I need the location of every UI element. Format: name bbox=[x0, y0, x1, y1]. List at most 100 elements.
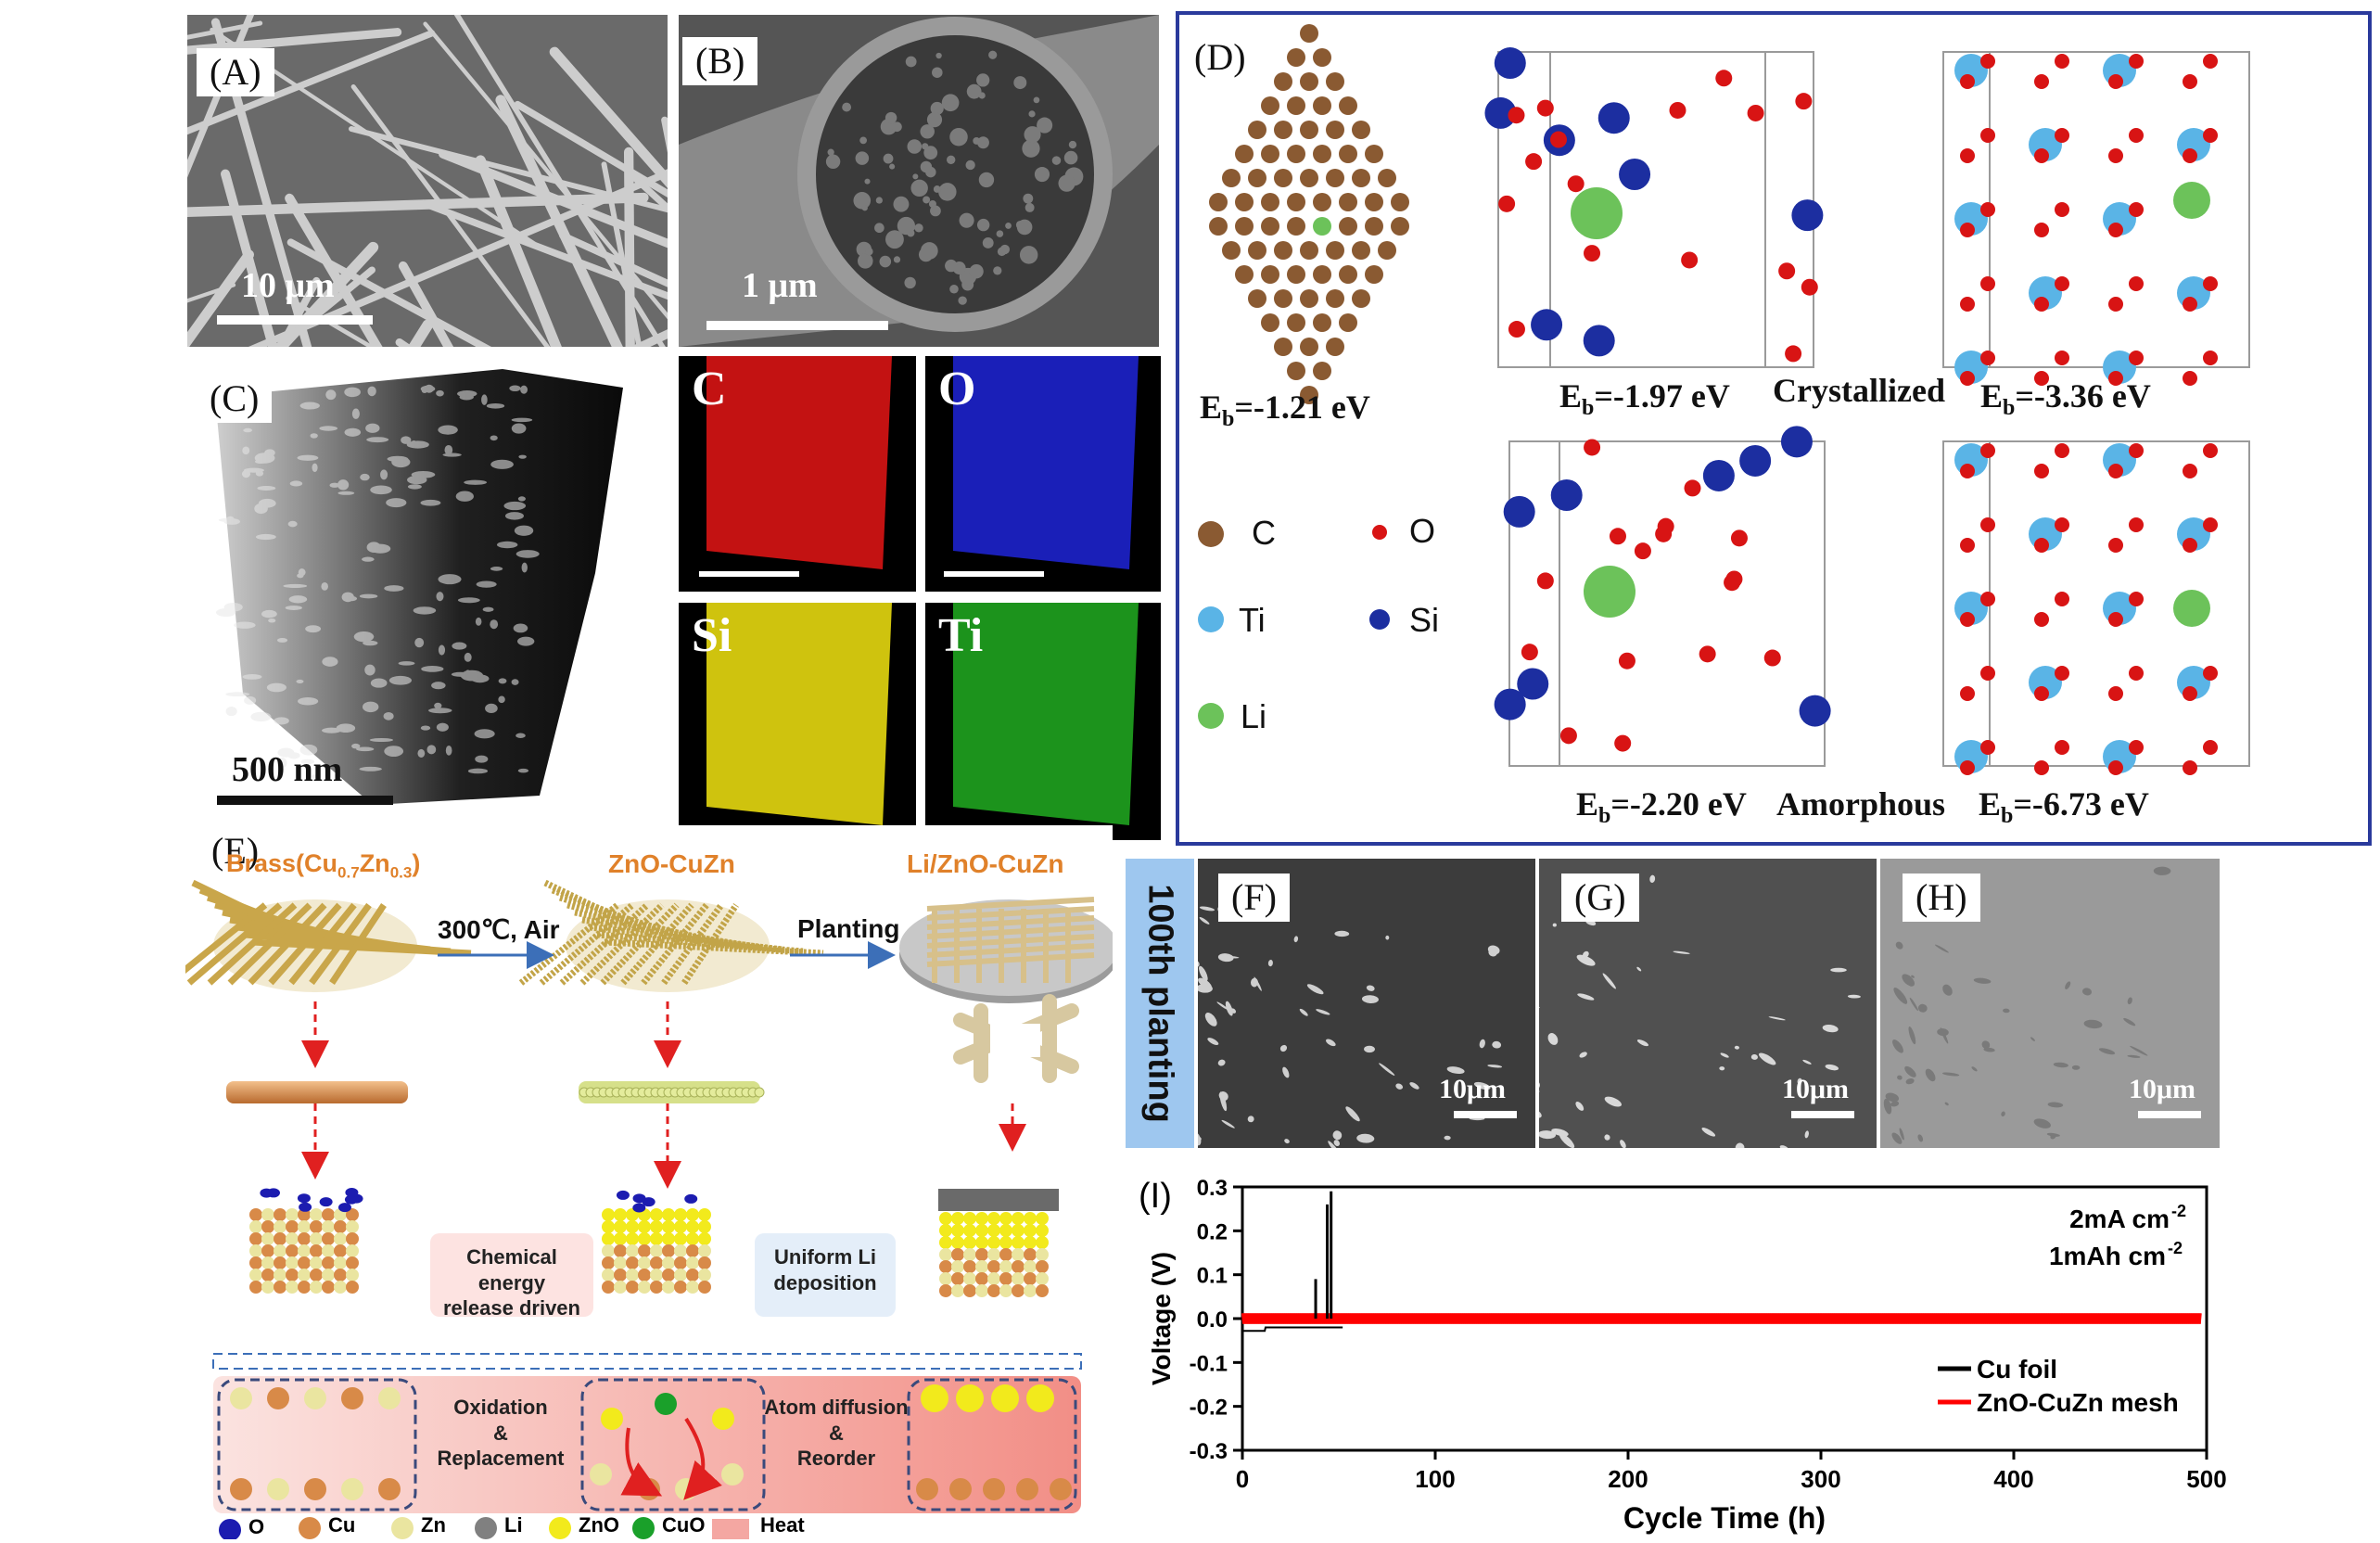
atom bbox=[1248, 169, 1266, 187]
atom bbox=[2055, 202, 2069, 217]
tem-grain bbox=[452, 642, 467, 650]
tem-grain bbox=[380, 469, 388, 480]
atom bbox=[1300, 289, 1318, 308]
lattice-atom bbox=[987, 1260, 1000, 1273]
lattice-atom bbox=[1012, 1260, 1025, 1273]
pore-wall bbox=[959, 212, 974, 228]
surface-feature bbox=[1797, 1078, 1802, 1085]
fiber bbox=[221, 169, 278, 347]
lattice-atom bbox=[346, 1281, 359, 1294]
tem-grain bbox=[457, 390, 477, 398]
lattice-atom bbox=[346, 1208, 359, 1221]
legend-heat: Heat bbox=[760, 1513, 805, 1537]
tem-grain bbox=[255, 470, 264, 477]
band-atom bbox=[921, 1384, 948, 1412]
surface-feature bbox=[1547, 1033, 1559, 1045]
pore-wall bbox=[885, 230, 904, 249]
atom bbox=[2129, 592, 2144, 606]
voltage-chart: 0 100 200 300 400 500 0.3 0.2 0.1 0.0 -0.1 -0.2 -0.3… bbox=[1139, 1176, 2227, 1535]
oxygen bbox=[632, 1193, 646, 1204]
fiber bbox=[514, 100, 668, 198]
lattice-atom bbox=[334, 1281, 347, 1294]
surface-feature bbox=[1282, 1066, 1290, 1078]
atom bbox=[2108, 371, 2123, 386]
mesh-wire bbox=[539, 902, 635, 986]
lattice-atom bbox=[261, 1232, 274, 1245]
pore-wall bbox=[1022, 139, 1040, 158]
pore-wall bbox=[945, 259, 958, 273]
atom bbox=[1313, 145, 1331, 163]
atom bbox=[2034, 538, 2049, 553]
lattice-atom bbox=[310, 1269, 323, 1282]
panel-label: (H) bbox=[1903, 874, 1980, 922]
band-atom bbox=[590, 1463, 612, 1486]
lattice-atom bbox=[698, 1220, 711, 1233]
y-tick-label: 0.3 bbox=[1197, 1176, 1228, 1201]
atom bbox=[1352, 169, 1370, 187]
diffusion-label: Atom diffusion & Reorder bbox=[764, 1396, 909, 1470]
atom bbox=[1559, 727, 1577, 745]
atom bbox=[1715, 70, 1733, 87]
atom bbox=[2203, 740, 2218, 755]
atom bbox=[1795, 93, 1813, 110]
surface-feature bbox=[1575, 1102, 1585, 1111]
atom bbox=[1365, 145, 1383, 163]
atom bbox=[1235, 193, 1254, 211]
tem-grain bbox=[289, 480, 303, 487]
tem-grain bbox=[254, 453, 275, 464]
tem-grain bbox=[486, 402, 505, 409]
tem-grain bbox=[401, 436, 412, 444]
surface-feature bbox=[1395, 1083, 1404, 1090]
schematic bbox=[185, 879, 1113, 1539]
surface-feature bbox=[2153, 866, 2171, 875]
atom bbox=[2055, 128, 2069, 143]
lattice-atom bbox=[298, 1281, 311, 1294]
atom bbox=[1801, 278, 1818, 296]
tem-grain bbox=[460, 669, 484, 682]
surface-feature bbox=[1735, 1142, 1745, 1148]
surface-feature bbox=[1908, 1026, 1916, 1045]
atom bbox=[1699, 645, 1716, 663]
panel-label: (B) bbox=[682, 37, 758, 85]
lattice-atom bbox=[975, 1260, 988, 1273]
legend-o: O bbox=[248, 1515, 265, 1538]
mesh-wire bbox=[641, 902, 709, 986]
band-atom bbox=[267, 1387, 289, 1409]
tem-grain bbox=[370, 485, 392, 495]
lattice-atom bbox=[298, 1220, 311, 1233]
tem-grain bbox=[428, 708, 452, 714]
atom bbox=[1980, 128, 1995, 143]
atom bbox=[2108, 223, 2123, 237]
mesh-wire bbox=[186, 902, 283, 986]
pore-wall bbox=[958, 296, 967, 305]
atom bbox=[1300, 169, 1318, 187]
surface-feature bbox=[2083, 1019, 2103, 1029]
atom bbox=[2183, 74, 2197, 89]
surface-feature bbox=[1217, 953, 1234, 963]
lattice-atom bbox=[334, 1232, 347, 1245]
atom bbox=[1508, 107, 1525, 124]
band-atom bbox=[712, 1408, 734, 1430]
tem-grain bbox=[226, 516, 235, 524]
atom bbox=[2055, 351, 2069, 365]
y-tick-label: 0.0 bbox=[1197, 1307, 1228, 1333]
scale-bar bbox=[706, 321, 888, 330]
atom bbox=[2108, 148, 2123, 163]
eds-map-ti: Ti bbox=[925, 603, 1161, 840]
surface-feature bbox=[1409, 1082, 1419, 1090]
atom bbox=[1391, 193, 1409, 211]
atom bbox=[1287, 193, 1305, 211]
atom bbox=[1365, 217, 1383, 236]
pore-wall bbox=[999, 244, 1011, 255]
lattice-atom bbox=[614, 1256, 627, 1269]
mesh-wire bbox=[207, 902, 298, 986]
pore-wall bbox=[978, 172, 995, 188]
lattice-atom bbox=[286, 1256, 299, 1269]
tem-grain bbox=[351, 743, 361, 749]
tem-grain bbox=[438, 574, 462, 585]
panel-label: (G) bbox=[1561, 874, 1639, 922]
fiber bbox=[475, 155, 562, 347]
surface-feature bbox=[1891, 1132, 1903, 1144]
pore-wall bbox=[864, 178, 871, 185]
pore-wall bbox=[825, 154, 841, 169]
